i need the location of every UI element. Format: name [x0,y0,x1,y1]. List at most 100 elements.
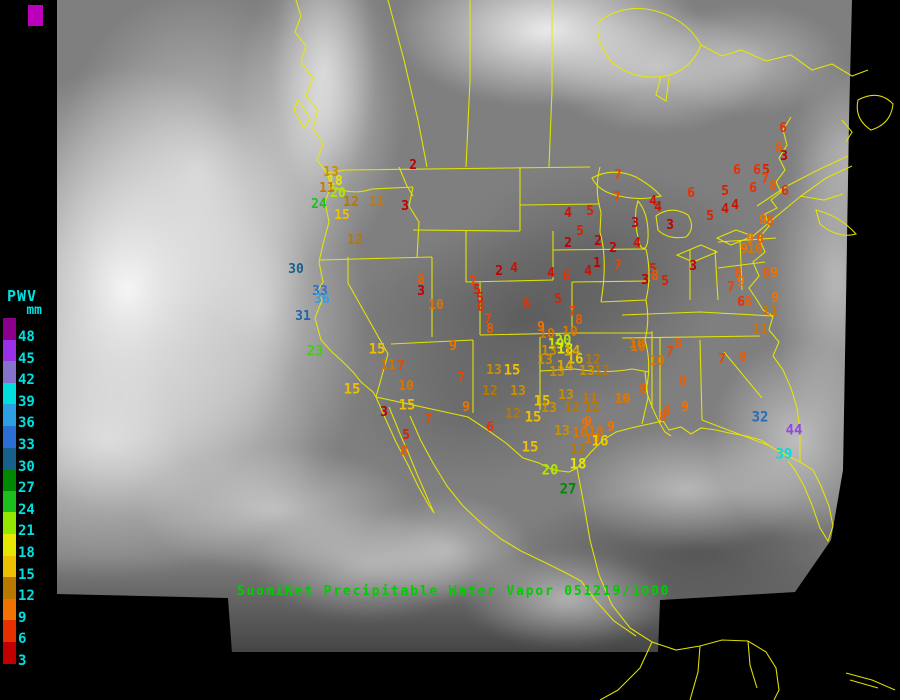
legend-swatch [3,425,16,448]
station-pwv-value: 36 [314,291,330,307]
station-pwv-value: 2 [594,233,602,249]
station-pwv-value: 1 [593,255,601,271]
station-pwv-value: 9 [737,274,745,290]
station-pwv-value: 7 [469,274,477,290]
legend-swatch [3,404,16,426]
legend-row: 48 [2,318,54,345]
station-pwv-value: 9 [746,231,754,247]
station-pwv-value: 8 [739,349,747,365]
station-pwv-value: 7 [761,171,769,187]
station-pwv-value: 7 [718,351,726,367]
legend-value: 48 [18,329,35,345]
station-pwv-value: 13 [549,364,565,380]
st-lawrence-north-shore [756,155,849,207]
state-lines-ok-tx [539,331,653,425]
station-pwv-value: 14 [563,343,581,360]
station-pwv-value: 8 [575,312,583,328]
station-pwv-value: 8 [762,265,770,281]
legend-row: 45 [2,339,54,367]
station-pwv-value: 18 [556,341,574,358]
station-pwv-value: 12 [505,406,521,422]
legend-swatch [3,469,16,491]
legend-row: 42 [2,361,54,388]
legend-value: 18 [18,544,35,561]
lake-huron [655,209,693,239]
legend-value: 9 [18,609,27,626]
station-pwv-value: 6 [781,183,789,199]
baja-peninsula [375,396,435,514]
legend-value: 27 [18,480,35,497]
station-pwv-value: 19 [547,336,565,353]
legend-swatch [3,447,16,470]
station-pwv-value: 7 [397,358,405,374]
station-pwv-value: 15 [503,362,521,379]
station-pwv-value: 7 [614,257,622,273]
station-pwv-value: 9 [770,265,778,281]
station-pwv-value: 13 [558,387,574,403]
station-pwv-value: 3 [666,217,674,233]
station-pwv-value: 4 [721,201,729,217]
station-pwv-value: 4 [584,263,592,279]
station-pwv-value: 20 [541,462,559,479]
station-pwv-value: 8 [639,381,647,397]
station-pwv-value: 10 [615,391,631,407]
station-pwv-value: 6 [737,294,745,310]
state-lines-southeast [621,311,774,447]
station-pwv-value: 2 [609,240,617,256]
atlantic-coast [748,116,801,462]
legend-swatch [3,598,16,621]
station-pwv-value: 13 [537,352,553,368]
station-pwv-value: 15 [533,393,551,410]
legend-row: 24 [2,490,54,518]
station-pwv-value: 8 [734,265,742,281]
station-pwv-value: 5 [476,290,484,306]
mississippi-river [644,339,672,437]
station-pwv-value: 4 [731,197,739,213]
station-pwv-value: 5 [762,162,770,178]
station-pwv-value: 5 [706,208,714,224]
station-pwv-value: 14 [556,358,574,375]
station-pwv-value: 11 [369,194,385,210]
legend-value: 15 [18,566,35,583]
legend-row: 21 [2,512,54,539]
station-pwv-value: 16 [566,351,584,368]
legend-row: 18 [2,533,54,561]
station-pwv-value: 6 [687,185,695,201]
station-pwv-value: 6 [749,180,757,196]
legend-value: 45 [18,350,35,367]
station-pwv-value: 13 [486,362,502,378]
station-pwv-value: 9 [771,290,779,306]
station-pwv-value: 11 [752,322,768,338]
station-pwv-value: 30 [288,261,304,277]
station-pwv-value: 20 [330,185,346,201]
station-pwv-value: 12 [482,383,498,399]
station-pwv-value: 15 [334,207,350,223]
station-pwv-value: 9 [681,399,689,415]
station-pwv-value: 20 [554,332,572,349]
legend-row: 33 [2,425,54,453]
legend-row: 15 [2,555,54,583]
station-pwv-value: 18 [327,173,343,189]
station-pwv-value: 13 [323,164,339,180]
station-pwv-value: 13 [579,363,595,379]
station-pwv-value: 9 [607,419,615,435]
maritimes [799,193,857,236]
station-pwv-value: 8 [674,336,682,352]
lake-michigan [635,199,649,249]
station-pwv-value: 6 [562,268,570,284]
legend-swatch [3,382,16,405]
corner-magenta-box [28,5,43,26]
labrador-coast [700,44,869,77]
station-pwv-value: 7 [727,279,735,295]
station-pwv-value: 9 [584,414,592,430]
legend-swatch [3,641,16,664]
station-pwv-value: 4 [564,205,572,221]
station-pwv-value: 16 [591,433,609,450]
station-pwv-value: 2 [495,263,503,279]
station-pwv-value: 32 [751,409,769,426]
station-pwv-value: 11 [582,391,598,407]
station-pwv-value: 11 [319,180,335,196]
station-pwv-value: 11 [380,357,396,373]
station-pwv-value: 7 [666,344,674,360]
station-pwv-value: 10 [398,378,414,394]
